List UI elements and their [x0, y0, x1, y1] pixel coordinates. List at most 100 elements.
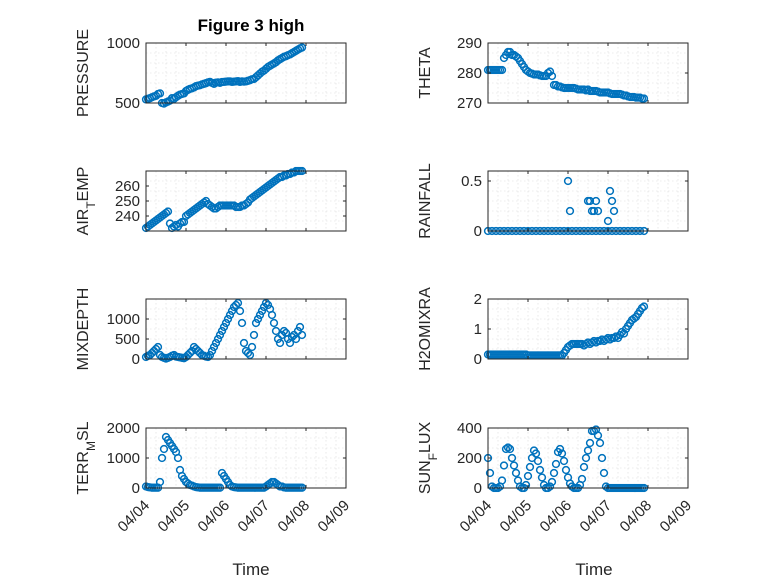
data-point [159, 444, 169, 454]
data-point [577, 474, 587, 484]
y-tick-label: 1000 [107, 311, 140, 328]
data-point [499, 461, 509, 470]
data-point [217, 326, 227, 336]
figure-title: Figure 3 high [198, 16, 305, 35]
data-point [277, 330, 287, 340]
x-tick-label: 04/06 [537, 497, 576, 536]
data-point [269, 318, 279, 328]
y-tick-label: 290 [457, 35, 482, 52]
data-point [549, 468, 559, 478]
y-axis-label: PRESSURE [75, 29, 92, 117]
data-point [545, 482, 555, 491]
axes-box [487, 170, 689, 232]
data-point [187, 346, 197, 356]
y-tick-label: 0.5 [461, 173, 482, 190]
data-point [589, 206, 599, 216]
data-point [219, 322, 229, 332]
data-point [561, 465, 571, 475]
y-tick-label: 0 [474, 223, 482, 240]
data-point [585, 196, 595, 206]
data-point [559, 456, 569, 466]
data-point [531, 449, 541, 458]
data-point [253, 314, 263, 324]
data-point [605, 186, 615, 196]
data-point [297, 43, 307, 52]
y-axis-label: TERRMSL [75, 421, 98, 494]
data-point [213, 334, 223, 344]
data-point [265, 479, 275, 488]
y-axis-label: RAINFALL [417, 163, 434, 239]
axes-box [145, 42, 347, 104]
data-point [215, 330, 225, 340]
data-point [547, 71, 557, 81]
data-point [151, 344, 161, 354]
data-point [565, 206, 575, 216]
y-tick-label: 270 [457, 95, 482, 112]
data-point [537, 473, 547, 482]
y-tick-label: 0 [132, 480, 140, 497]
data-point [283, 334, 293, 344]
data-point [209, 342, 219, 352]
y-axis-label: AIRTEMP [75, 167, 98, 236]
data-point [161, 208, 171, 218]
x-tick-label: 04/08 [275, 497, 314, 536]
x-tick-label: 04/07 [235, 497, 274, 536]
data-point [603, 333, 613, 343]
y-tick-label: 500 [115, 331, 140, 348]
data-point [563, 176, 573, 186]
data-point [607, 196, 617, 206]
data-point [239, 338, 249, 348]
data-point [507, 453, 517, 463]
y-axis-label: SUNFLUX [417, 422, 440, 495]
y-tick-label: 1 [474, 321, 482, 338]
data-point [503, 443, 513, 452]
data-point [205, 350, 215, 360]
data-point [295, 322, 305, 332]
data-point [525, 462, 535, 472]
data-point [533, 456, 543, 466]
y-tick-label: 2000 [107, 420, 140, 437]
y-tick-label: 1000 [107, 35, 140, 52]
y-axis-label: THETA [417, 47, 434, 99]
data-point [609, 206, 619, 216]
data-point [153, 342, 163, 352]
data-point [227, 306, 237, 316]
data-point [275, 338, 285, 348]
data-point [593, 431, 603, 440]
xlabel-left: Time [232, 560, 269, 579]
data-point [523, 471, 533, 481]
data-point [485, 468, 495, 478]
data-point [585, 438, 595, 448]
data-point [233, 298, 243, 308]
y-tick-label: 0 [474, 480, 482, 497]
axes-box [145, 298, 347, 360]
data-point [637, 303, 647, 313]
data-point [207, 346, 217, 356]
data-point [297, 330, 307, 340]
data-point [579, 462, 589, 472]
data-point [235, 306, 245, 316]
data-point [243, 348, 253, 358]
data-point [175, 219, 185, 228]
data-point [251, 318, 261, 328]
data-point [593, 206, 603, 216]
data-point [267, 310, 277, 320]
x-tick-label: 04/06 [195, 497, 234, 536]
data-point [589, 336, 599, 346]
x-tick-label: 04/05 [155, 497, 194, 536]
data-point [225, 310, 235, 320]
y-tick-label: 2 [474, 291, 482, 308]
x-tick-label: 04/07 [577, 497, 616, 536]
data-point [509, 461, 519, 470]
xlabel-right: Time [575, 560, 612, 579]
x-tick-label: 04/05 [497, 497, 536, 536]
data-point [163, 207, 173, 216]
y-axis-label: MIXDEPTH [75, 288, 92, 371]
data-point [223, 314, 233, 324]
subplot-mixdepth: 0 500 1000 MIXDEPTH [75, 288, 347, 371]
data-point [245, 350, 255, 360]
subplot-theta: 270 280 290 THETA [417, 35, 689, 112]
y-axis-label: H2OMIXRA [417, 287, 434, 371]
